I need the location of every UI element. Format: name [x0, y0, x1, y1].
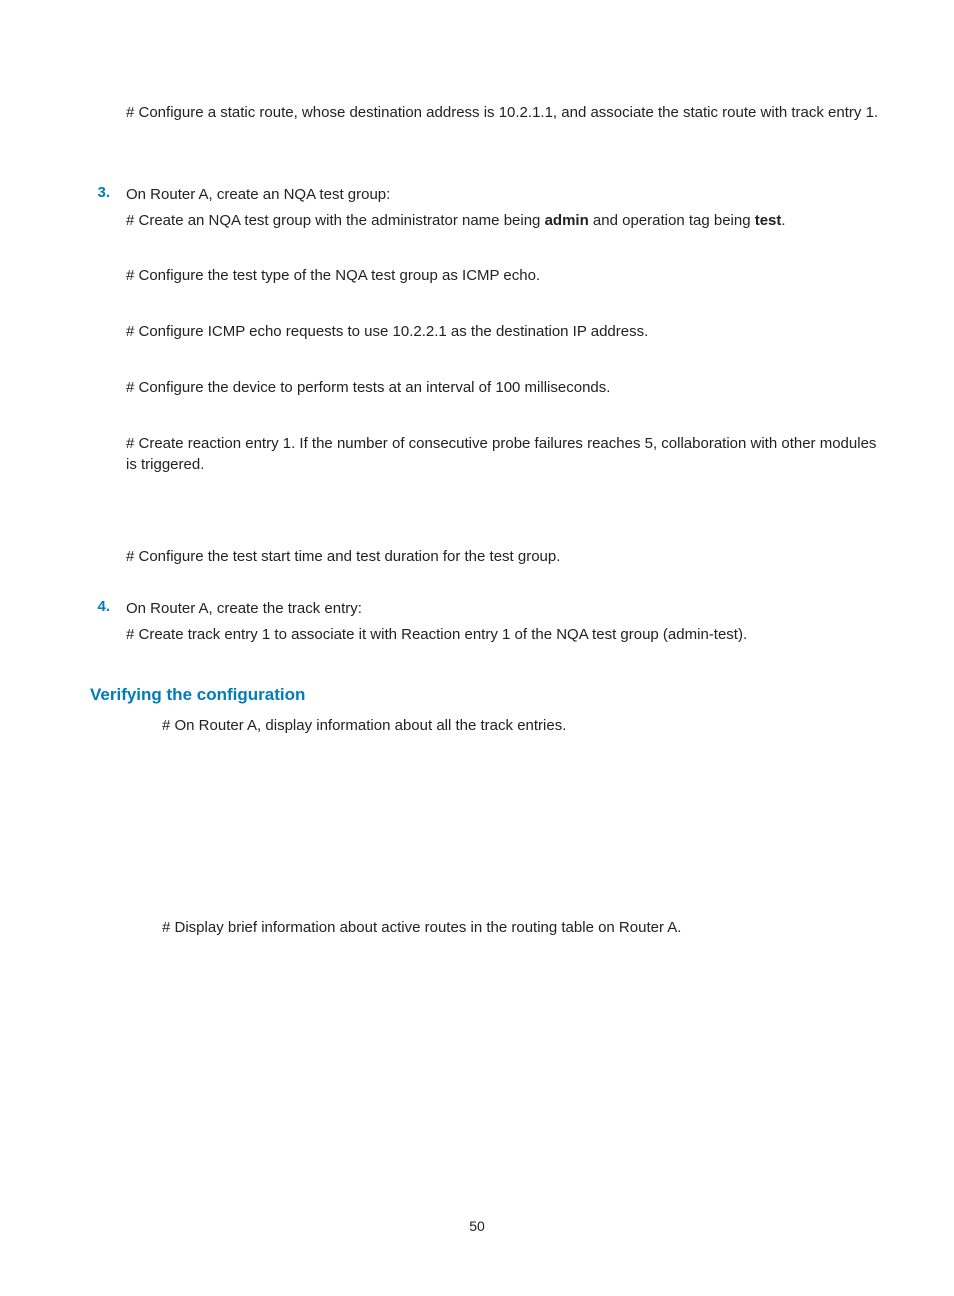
list-item-3: 3. On Router A, create an NQA test group… [90, 184, 880, 568]
section-heading-verifying: Verifying the configuration [90, 685, 880, 705]
verify-body: # On Router A, display information about… [162, 715, 880, 939]
paragraph: On Router A, create the track entry: [126, 598, 880, 620]
paragraph: # Configure the device to perform tests … [126, 377, 880, 399]
paragraph: # Configure ICMP echo requests to use 10… [126, 321, 880, 343]
paragraph: # Configure the test type of the NQA tes… [126, 265, 880, 287]
list-item-continuation: # Configure a static route, whose destin… [90, 102, 880, 124]
list-item-4: 4. On Router A, create the track entry: #… [90, 598, 880, 646]
paragraph: # Create track entry 1 to associate it w… [126, 624, 880, 646]
page: # Configure a static route, whose destin… [0, 0, 954, 1296]
list-body-4: On Router A, create the track entry: # Cr… [126, 598, 880, 646]
paragraph: On Router A, create an NQA test group: [126, 184, 880, 206]
list-body-3: On Router A, create an NQA test group: # … [126, 184, 880, 568]
list-marker-3: 3. [90, 184, 126, 568]
paragraph: # Create an NQA test group with the admi… [126, 210, 880, 232]
paragraph: # Create reaction entry 1. If the number… [126, 433, 880, 477]
paragraph: # On Router A, display information about… [162, 715, 880, 737]
page-number: 50 [0, 1218, 954, 1234]
content-area: # Configure a static route, whose destin… [90, 102, 880, 939]
paragraph: # Configure the test start time and test… [126, 546, 880, 568]
paragraph: # Display brief information about active… [162, 917, 880, 939]
paragraph: # Configure a static route, whose destin… [126, 102, 880, 124]
list-marker-4: 4. [90, 598, 126, 646]
list-marker [90, 102, 126, 124]
